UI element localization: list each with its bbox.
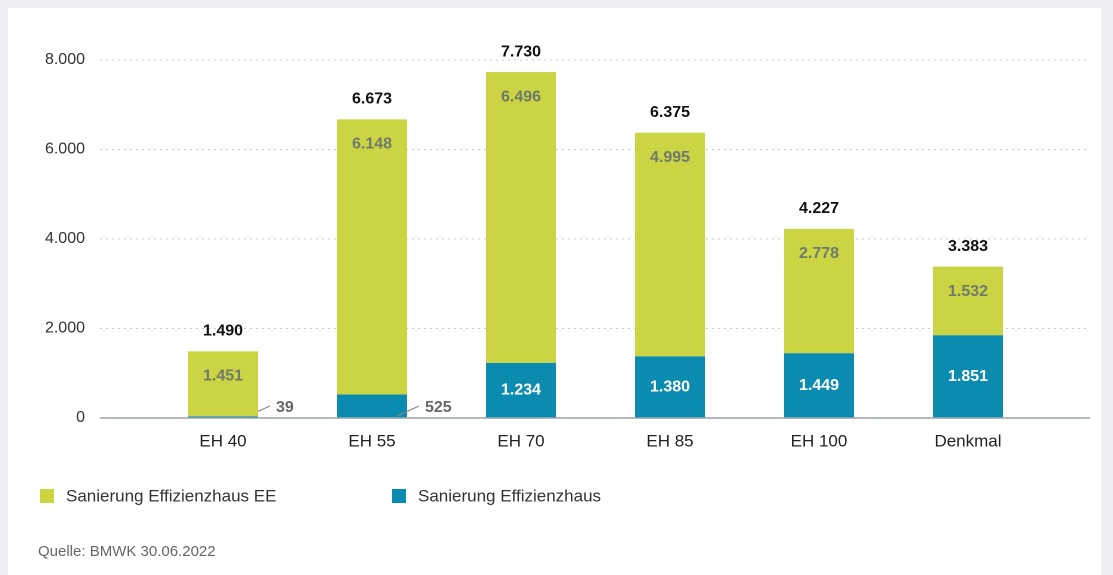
bar-segment <box>337 119 407 395</box>
x-tick-label: EH 70 <box>497 431 544 450</box>
value-label: 1.851 <box>948 368 988 385</box>
bar-segment <box>188 416 258 418</box>
value-label: 2.778 <box>799 245 839 262</box>
total-label: 6.673 <box>352 91 392 108</box>
total-label: 3.383 <box>948 238 988 255</box>
y-tick-label: 2.000 <box>45 320 85 337</box>
bar-segment <box>188 351 258 417</box>
bar-segment <box>933 335 1003 418</box>
bar-segment <box>635 356 705 418</box>
legend-label: Sanierung Effizienzhaus EE <box>66 486 276 505</box>
value-label: 4.995 <box>650 149 690 166</box>
bar-segment <box>933 266 1003 336</box>
x-tick-label: Denkmal <box>934 431 1001 450</box>
y-tick-label: 8.000 <box>45 51 85 68</box>
value-label: 1.380 <box>650 378 690 395</box>
x-tick-label: EH 55 <box>348 431 395 450</box>
value-label: 1.449 <box>799 377 839 394</box>
legend-swatch <box>392 489 406 503</box>
legend-swatch <box>40 489 54 503</box>
value-label: 6.148 <box>352 136 392 153</box>
bar-segment <box>486 362 556 418</box>
y-tick-label: 6.000 <box>45 141 85 158</box>
source: Quelle: BMWK 30.06.2022 <box>38 543 216 560</box>
leader-line <box>396 405 420 417</box>
legend-label: Sanierung Effizienzhaus <box>418 486 601 505</box>
y-tick-label: 4.000 <box>45 230 85 247</box>
y-tick-label: 0 <box>76 409 85 426</box>
x-tick-label: EH 100 <box>791 431 848 450</box>
total-label: 4.227 <box>799 200 839 217</box>
bar-segment <box>486 72 556 363</box>
bar-segment <box>337 394 407 418</box>
value-label: 525 <box>425 399 452 416</box>
value-label: 6.496 <box>501 88 541 105</box>
bar-segment <box>784 228 854 354</box>
x-tick-label: EH 40 <box>199 431 246 450</box>
value-label: 1.532 <box>948 283 988 300</box>
bar-segment <box>784 353 854 418</box>
total-label: 6.375 <box>650 104 690 121</box>
total-label: 1.490 <box>203 323 243 340</box>
total-label: 7.730 <box>501 43 541 60</box>
value-label: 1.234 <box>501 382 541 399</box>
value-label: 39 <box>276 399 294 416</box>
bar-segment <box>635 132 705 357</box>
value-label: 1.451 <box>203 368 243 385</box>
x-tick-label: EH 85 <box>646 431 693 450</box>
